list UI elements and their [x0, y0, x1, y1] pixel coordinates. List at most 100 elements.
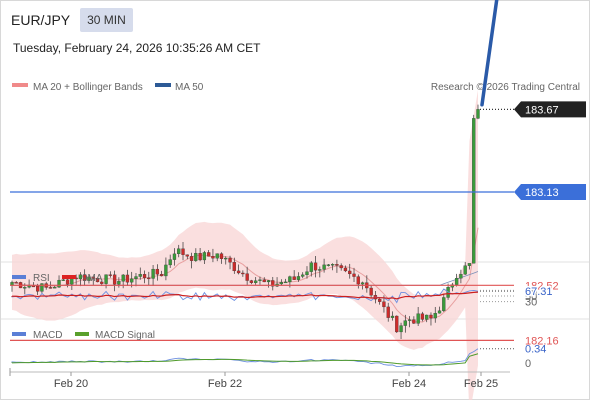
candle [467, 263, 472, 266]
candle [305, 271, 309, 276]
candle [48, 287, 53, 289]
candle [399, 325, 403, 333]
candle [151, 268, 155, 279]
candle [112, 274, 117, 285]
candle [121, 274, 125, 282]
rsi-tick-70: 70 [525, 285, 537, 297]
candle [130, 278, 134, 283]
candle [262, 279, 266, 283]
candle [416, 313, 420, 324]
candle [390, 315, 395, 318]
macd-signal-legend-label: MACD Signal [95, 330, 155, 341]
candle [83, 274, 87, 281]
candle [249, 280, 254, 283]
price-label-pivot: 183.13 [525, 187, 559, 199]
candle [245, 273, 249, 281]
candle [95, 277, 100, 283]
candle [91, 276, 95, 279]
candle [57, 279, 61, 288]
credit-label: Research © 2026 Trading Central [431, 82, 580, 93]
candle [266, 280, 271, 283]
candle [134, 276, 138, 280]
rsi-9ma-legend-swatch [62, 275, 76, 279]
rsi-9ma-line [11, 291, 479, 300]
rsi-legend-label: RSI [33, 273, 50, 284]
candle [348, 270, 352, 275]
candle [326, 264, 331, 266]
candle [395, 315, 399, 333]
candle [142, 274, 147, 279]
candle [100, 281, 104, 284]
candle [433, 313, 437, 319]
candle [378, 298, 382, 302]
candle [271, 280, 275, 287]
candle [420, 313, 425, 320]
candle [23, 287, 27, 289]
candle [202, 252, 207, 261]
candle [36, 285, 40, 292]
candle [164, 264, 168, 277]
rsi-tick-50: 50 [525, 291, 537, 303]
candle [288, 276, 292, 283]
candle [407, 319, 412, 321]
price-label-support: 182.52 [525, 280, 559, 292]
candle [472, 118, 476, 264]
candle [425, 314, 429, 320]
candle [211, 256, 215, 259]
candle [53, 287, 57, 289]
candle [198, 253, 202, 261]
candle [138, 274, 142, 277]
candle [343, 267, 348, 272]
candle [352, 273, 356, 277]
price-label-last: 183.67 [525, 104, 559, 116]
candle [104, 274, 108, 284]
candle [382, 301, 386, 308]
x-tick-label: Feb 24 [392, 378, 426, 390]
candle [65, 279, 70, 285]
candle [224, 257, 228, 260]
candle [258, 279, 262, 281]
candle [412, 319, 416, 324]
candle [14, 282, 18, 284]
candle [283, 281, 288, 284]
candle [476, 109, 480, 119]
x-tick-label: Feb 22 [208, 378, 242, 390]
candle [215, 253, 219, 259]
candle [339, 265, 343, 269]
candle [318, 269, 322, 271]
macd-legend-label: MACD [33, 330, 62, 341]
candle [330, 264, 335, 266]
rsi-last-label: 67.31 [525, 286, 553, 298]
candle [386, 306, 390, 318]
candle [442, 297, 446, 311]
candle [177, 248, 181, 255]
macd-last-label: 0.34 [525, 344, 546, 356]
macd-signal-legend-swatch [75, 332, 89, 336]
candle [117, 281, 121, 285]
candle [254, 280, 258, 283]
datetime-label: Tuesday, February 24, 2026 10:35:26 AM C… [13, 41, 261, 55]
forecast-arrow [480, 0, 499, 107]
x-tick-label: Feb 20 [54, 378, 88, 390]
candle [369, 287, 373, 296]
chart-header: EUR/JPY 30 MIN [11, 8, 133, 32]
price-tag-pivot: 183.13 [514, 184, 586, 200]
timeframe-button[interactable]: 30 MIN [80, 8, 133, 32]
candle [207, 252, 211, 257]
candle [437, 310, 442, 314]
ma20-legend-swatch [12, 83, 28, 87]
rsi-9ma-legend-label: 9MA [82, 273, 103, 284]
candle [185, 254, 189, 257]
candle [356, 276, 360, 285]
price-tag-last: 183.67 [514, 101, 586, 118]
candle [309, 262, 313, 272]
ma50-legend-label: MA 50 [175, 82, 204, 93]
symbol-label: EUR/JPY [11, 12, 71, 28]
rsi-tick-30: 30 [525, 297, 537, 309]
bollinger-band [12, 90, 478, 400]
candle [172, 253, 177, 260]
ma50-legend-swatch [155, 83, 171, 87]
candle [313, 262, 318, 271]
candle [125, 274, 130, 283]
candle [360, 282, 365, 285]
